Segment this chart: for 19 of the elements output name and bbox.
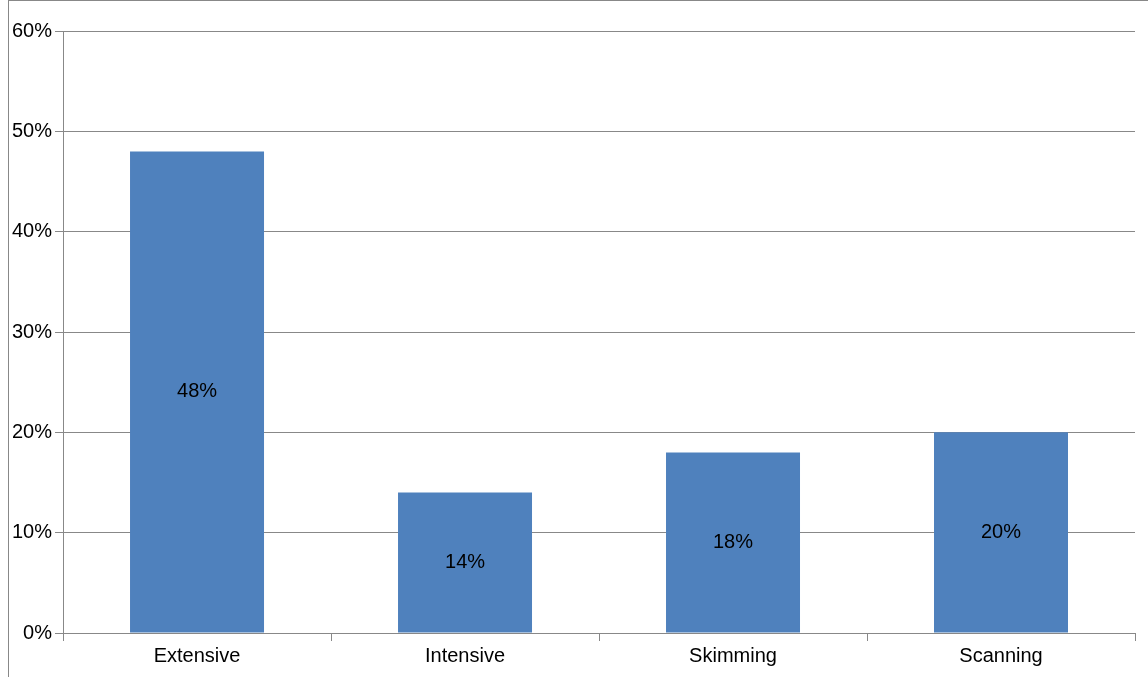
data-label: 18% [713,529,754,552]
y-tick-label: 20% [12,419,53,442]
bar [130,151,265,633]
x-tick-label: Extensive [153,643,241,666]
data-label: 14% [445,550,486,573]
bar [398,492,533,633]
y-tick-label: 0% [23,620,53,643]
y-tick-label: 40% [12,219,53,242]
y-tick-label: 30% [12,319,53,342]
x-tick-label: Scanning [959,643,1043,666]
bar [666,452,801,633]
x-tick-label: Intensive [424,643,506,666]
y-tick-label: 60% [12,18,53,41]
data-label: 20% [980,519,1022,542]
y-tick-label: 10% [12,520,53,543]
y-tick-label: 50% [12,118,53,141]
data-label: 48% [177,379,218,402]
x-tick-label: Skimming [689,643,777,666]
bar [934,432,1068,633]
